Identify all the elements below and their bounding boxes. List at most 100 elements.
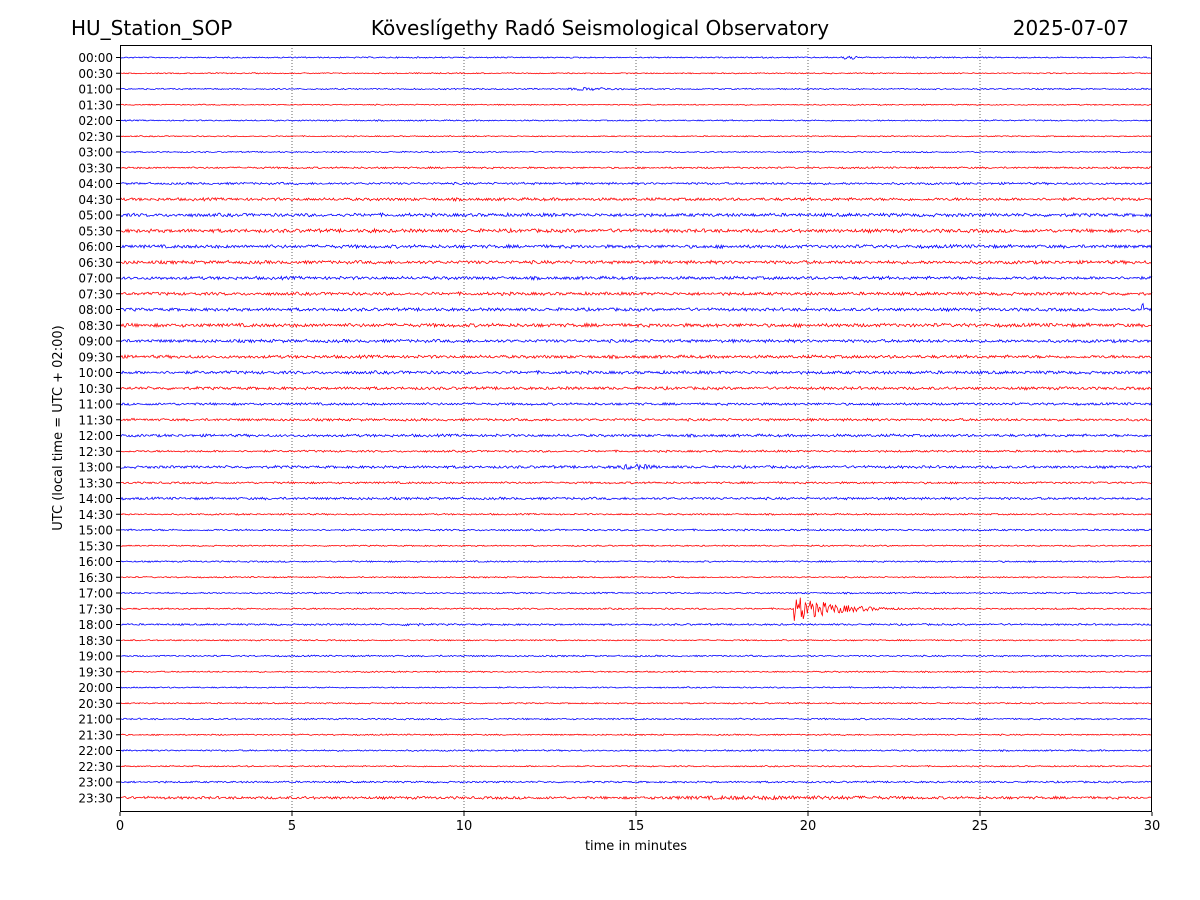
trace-0700 [119,275,1153,281]
y-tick-label: 21:00 [78,713,113,727]
x-tick-label: 25 [972,819,989,834]
trace-0330 [119,166,1153,170]
y-tick-label: 01:00 [78,83,113,97]
station-title: HU_Station_SOP [71,16,233,40]
trace-1400 [119,496,1153,501]
trace-2100 [119,717,1153,721]
plot-frame [120,45,1152,812]
x-tick-label: 0 [116,819,124,834]
x-tick-label: 15 [628,819,645,834]
trace-1200 [119,433,1153,439]
trace-1230 [119,449,1153,453]
trace-1700 [119,591,1153,595]
y-tick-label: 06:00 [78,240,113,254]
observatory-title: Köveslígethy Radó Seismological Observat… [370,16,830,40]
trace-2200 [119,749,1153,753]
y-tick-label: 11:00 [78,398,113,412]
seismic-traces [119,55,1153,801]
y-tick-label: 05:30 [78,224,113,238]
trace-1630 [119,575,1153,579]
y-tick-label: 04:00 [78,177,113,191]
y-tick-label: 08:00 [78,303,113,317]
trace-1600 [119,560,1153,564]
y-tick-label: 14:00 [78,492,113,506]
trace-1730 [119,597,1153,621]
trace-0430 [119,196,1153,202]
x-axis-label: time in minutes [585,839,687,854]
y-tick-label: 14:30 [78,508,113,522]
trace-0800 [119,302,1153,313]
trace-2000 [120,686,1153,689]
trace-1800 [119,622,1153,627]
y-tick-label: 07:30 [78,287,113,301]
y-tick-label: 13:00 [78,461,113,475]
y-tick-label: 10:00 [78,366,113,380]
trace-1530 [119,544,1153,548]
x-tick-label: 20 [800,819,817,834]
y-tick-label: 11:30 [78,413,113,427]
y-tick-label: 15:00 [78,524,113,538]
y-tick-label: 00:00 [78,51,113,65]
y-tick-label: 12:30 [78,445,113,459]
y-tick-label: 04:30 [78,193,113,207]
y-tick-label: 02:30 [78,130,113,144]
y-tick-label: 20:00 [78,681,113,695]
y-tick-label: 16:00 [78,555,113,569]
trace-0000 [119,55,1153,60]
trace-0600 [119,243,1153,250]
trace-0030 [119,72,1153,75]
trace-0500 [119,211,1153,218]
y-tick-label: 06:30 [78,256,113,270]
y-tick-label: 00:30 [78,67,113,81]
trace-0200 [119,119,1153,122]
trace-1900 [119,654,1153,658]
y-tick-label: 09:30 [78,350,113,364]
y-tick-label: 20:30 [78,697,113,711]
y-tick-label: 15:30 [78,539,113,553]
x-tick-label: 5 [288,819,296,834]
y-tick-label: 18:30 [78,634,113,648]
y-tick-label: 13:30 [78,476,113,490]
trace-0300 [119,150,1153,154]
y-tick-label: 05:00 [78,209,113,223]
trace-0630 [119,259,1153,266]
y-tick-label: 12:00 [78,429,113,443]
y-axis-label: UTC (local time = UTC + 02:00) [51,325,66,530]
y-tick-label: 23:00 [78,776,113,790]
trace-1300 [119,463,1153,472]
trace-2330 [119,794,1153,801]
trace-1100 [119,401,1153,407]
trace-0100 [119,87,1153,92]
trace-1430 [119,512,1153,516]
y-tick-label: 17:30 [78,602,113,616]
trace-1500 [119,528,1153,532]
trace-2130 [119,733,1153,737]
grid-lines [291,45,981,812]
trace-0900 [119,338,1152,344]
y-tick-label: 03:00 [78,146,113,160]
trace-0130 [119,103,1153,106]
y-tick-label: 19:30 [78,665,113,679]
x-axis-ticks: 0 5 10 15 20 25 30 [116,812,1160,834]
y-tick-label: 07:00 [78,272,113,286]
y-tick-label: 01:30 [78,98,113,112]
y-tick-label: 21:30 [78,728,113,742]
y-tick-label: 17:00 [78,587,113,601]
trace-1030 [119,385,1153,391]
trace-0230 [119,135,1153,138]
trace-0730 [119,290,1153,297]
trace-0530 [119,227,1153,234]
trace-0400 [119,181,1153,186]
trace-2300 [119,780,1153,784]
trace-1130 [119,417,1153,423]
trace-2030 [119,701,1153,705]
trace-1930 [119,670,1153,674]
trace-1330 [120,480,1153,485]
y-tick-label: 16:30 [78,571,113,585]
date-title: 2025-07-07 [1012,16,1129,40]
y-tick-label: 23:30 [78,791,113,805]
x-tick-label: 10 [456,819,473,834]
trace-0830 [119,322,1153,329]
